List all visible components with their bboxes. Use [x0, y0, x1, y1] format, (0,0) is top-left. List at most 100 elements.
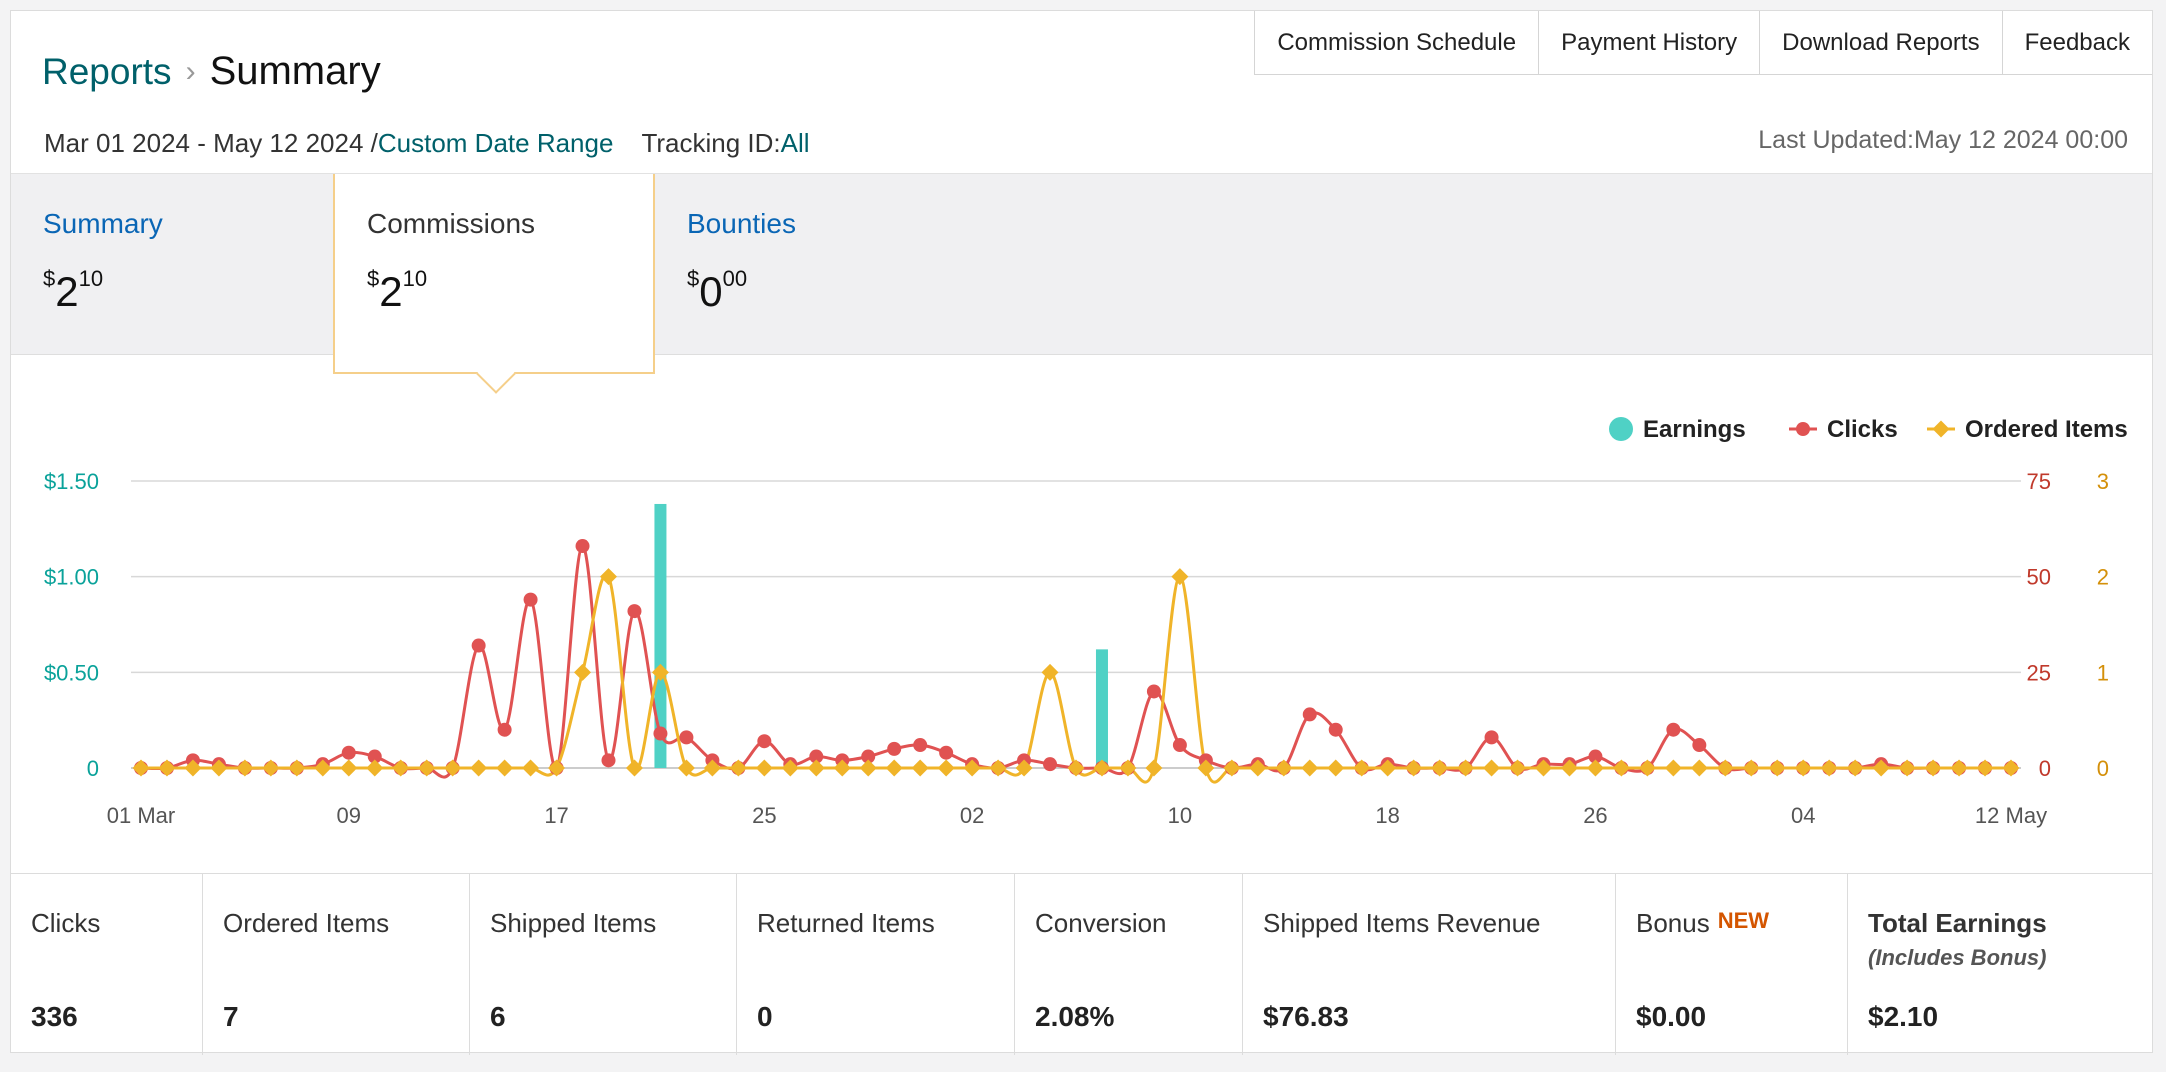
breadcrumb: Reports › Summary [42, 49, 381, 94]
breadcrumb-reports-link[interactable]: Reports [42, 50, 172, 92]
earnings-bar [654, 503, 667, 768]
ordered-items-point [833, 759, 851, 777]
y-right-clicks-tick: 0 [2039, 756, 2051, 781]
ordered-items-point [1664, 759, 1682, 777]
y-right-items-tick: 3 [2097, 469, 2109, 494]
clicks-point [1043, 757, 1058, 772]
ordered-items-point [1327, 759, 1345, 777]
ordered-items-point [132, 759, 150, 777]
clicks-point [1302, 707, 1317, 722]
clicks-point [1692, 738, 1707, 753]
y-left-tick: $1.50 [44, 469, 99, 494]
tab-summary[interactable]: Summary $210 [11, 174, 333, 354]
ordered-items-point [1586, 759, 1604, 777]
tab-bounties-label: Bounties [687, 208, 796, 239]
y-right-items-tick: 2 [2097, 565, 2109, 590]
ordered-items-point [1638, 759, 1656, 777]
ordered-items-point [288, 759, 306, 777]
ordered-items-point [1015, 759, 1033, 777]
clicks-point [913, 738, 928, 753]
ordered-items-point [262, 759, 280, 777]
metric-shipped-items: Shipped Items 6 [470, 874, 737, 1055]
ordered-items-point [989, 759, 1007, 777]
y-right-clicks-tick: 50 [2027, 565, 2051, 590]
metric-ordered-items: Ordered Items 7 [203, 874, 470, 1055]
ordered-items-point [1067, 759, 1085, 777]
ordered-items-point [418, 759, 436, 777]
legend-clicks: Clicks [1827, 416, 1898, 443]
y-right-clicks-tick: 75 [2027, 469, 2051, 494]
ordered-items-point [1742, 759, 1760, 777]
clicks-point [861, 749, 876, 764]
ordered-items-point [1612, 759, 1630, 777]
tracking-id-link[interactable]: All [780, 128, 810, 158]
ordered-items-point [1872, 759, 1890, 777]
clicks-point [653, 726, 668, 741]
ordered-items-point [236, 759, 254, 777]
clicks-point [497, 722, 512, 737]
ordered-items-point [1483, 759, 1501, 777]
ordered-items-point [625, 759, 643, 777]
y-left-tick: $1.00 [44, 565, 99, 590]
ordered-items-point [1898, 759, 1916, 777]
date-range-text: Mar 01 2024 - May 12 2024 / [44, 128, 378, 158]
last-updated-text: Last Updated:May 12 2024 00:00 [1758, 126, 2128, 154]
ordered-items-point [1846, 759, 1864, 777]
tab-bounties[interactable]: Bounties $000 [655, 174, 977, 354]
ordered-items-point [1560, 759, 1578, 777]
metric-shipped-revenue: Shipped Items Revenue $76.83 [1243, 874, 1616, 1055]
tab-summary-amount: $210 [43, 266, 104, 315]
top-nav-tabs: Commission Schedule Payment History Down… [1254, 11, 2152, 76]
metrics-row: Clicks 336 Ordered Items 7 Shipped Items… [11, 873, 2152, 1055]
y-right-items-tick: 0 [2097, 756, 2109, 781]
ordered-items-point [1794, 759, 1812, 777]
ordered-items-point [781, 759, 799, 777]
ordered-items-point [807, 759, 825, 777]
ordered-items-point [755, 759, 773, 777]
ordered-items-point [158, 759, 176, 777]
download-reports-tab[interactable]: Download Reports [1759, 11, 2003, 75]
ordered-items-point [1950, 759, 1968, 777]
commission-schedule-tab[interactable]: Commission Schedule [1254, 11, 1540, 75]
custom-date-range-link[interactable]: Custom Date Range [377, 128, 614, 158]
x-axis-tick: 12 May [1975, 803, 2047, 828]
clicks-point [1172, 738, 1187, 753]
clicks-point [1146, 684, 1161, 699]
metric-total-earnings: Total Earnings (Includes Bonus) $2.10 [1868, 908, 2047, 1032]
ordered-items-line [141, 573, 2011, 784]
metric-clicks: Clicks 336 [11, 874, 203, 1055]
payment-history-tab[interactable]: Payment History [1538, 11, 1761, 75]
ordered-items-point [1041, 663, 1059, 681]
ordered-items-point [1716, 759, 1734, 777]
ordered-items-point [963, 759, 981, 777]
clicks-point [679, 730, 694, 745]
ordered-items-point [1379, 759, 1397, 777]
clicks-point [1588, 749, 1603, 764]
ordered-items-point [677, 759, 695, 777]
ordered-items-point [1249, 759, 1267, 777]
clicks-point [1484, 730, 1499, 745]
feedback-tab[interactable]: Feedback [2001, 11, 2152, 75]
ordered-items-point [937, 759, 955, 777]
y-left-tick: 0 [87, 756, 99, 781]
ordered-items-point [340, 759, 358, 777]
clicks-point [627, 604, 642, 619]
x-axis-tick: 02 [960, 803, 984, 828]
x-axis-tick: 01 Mar [107, 803, 175, 828]
ordered-items-point [210, 759, 228, 777]
x-axis-tick: 26 [1583, 803, 1607, 828]
ordered-items-point [729, 759, 747, 777]
page-title: Summary [209, 49, 381, 93]
tab-bounties-amount: $000 [687, 266, 748, 315]
ordered-items-point [1690, 759, 1708, 777]
x-axis-tick: 17 [544, 803, 568, 828]
tab-commissions-label: Commissions [367, 208, 536, 239]
ordered-items-point [651, 663, 669, 681]
ordered-items-point [1509, 759, 1527, 777]
tracking-id-label: Tracking ID: [641, 128, 781, 158]
clicks-point [367, 749, 382, 764]
tab-commissions[interactable]: Commissions $210 [333, 174, 655, 394]
ordered-items-point [548, 759, 566, 777]
tab-summary-label: Summary [43, 208, 163, 239]
ordered-items-point [1976, 759, 1994, 777]
